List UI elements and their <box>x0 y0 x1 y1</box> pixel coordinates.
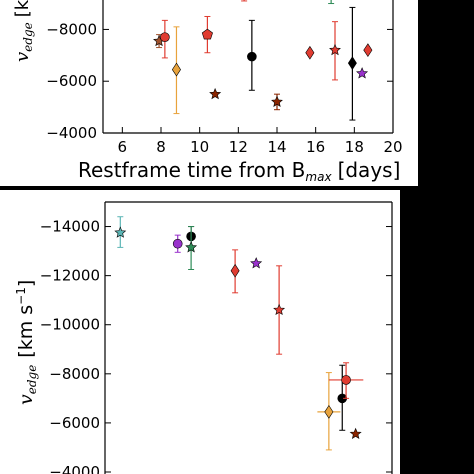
bottom-point-10 <box>349 427 362 440</box>
top-point-1 <box>160 32 170 42</box>
top-y-tick-label: −4000 <box>46 124 97 142</box>
top-x-tick-label: 10 <box>190 138 209 156</box>
top-point-10 <box>329 43 341 56</box>
top-point-12 <box>356 67 369 79</box>
top-x-tick-label: 12 <box>229 138 248 156</box>
bottom-y-axis-label: vedge[km s−1] <box>14 280 39 405</box>
top-x-tick-label: 14 <box>267 138 286 156</box>
bottom-chart-panel: −14000 −12000 −10000 −8000 −6000 −4000 vedge[k… <box>0 190 400 474</box>
bottom-point-5 <box>250 257 263 269</box>
bottom-point-7 <box>324 404 334 419</box>
black-region <box>418 118 474 186</box>
top-point-3 <box>201 28 213 40</box>
top-x-axis-label: Restframe time from Bmax [days] <box>78 158 400 184</box>
bottom-point-1 <box>172 238 183 249</box>
top-x-tick-label: 20 <box>383 138 402 156</box>
bottom-point-3 <box>185 241 198 253</box>
bottom-y-tick-label: −4000 <box>49 463 100 474</box>
bottom-y-tick-label: −10000 <box>40 316 100 334</box>
bottom-velocity-chart: −14000 −12000 −10000 −8000 −6000 −4000 vedge[k… <box>14 201 393 474</box>
top-point-11 <box>347 56 357 70</box>
top-point-2 <box>171 62 181 77</box>
bottom-y-tick-label: −6000 <box>49 414 100 432</box>
bottom-y-tick-label: −8000 <box>49 365 100 383</box>
top-x-tick-label: 16 <box>306 138 325 156</box>
bottom-y-tick-label: −14000 <box>40 218 100 236</box>
top-velocity-chart: 6 8 10 12 14 16 18 20 −8000 −6000 −4000 Restframe t… <box>12 0 403 184</box>
bottom-points <box>114 216 364 451</box>
top-y-tick-label: −8000 <box>46 20 97 38</box>
top-x-tick-label: 8 <box>156 138 166 156</box>
top-point-4 <box>209 87 222 100</box>
bottom-point-6 <box>273 303 286 316</box>
top-point-13 <box>363 43 373 58</box>
top-x-tick-label: 6 <box>118 138 128 156</box>
bottom-point-4 <box>230 263 240 278</box>
top-chart-panel: 6 8 10 12 14 16 18 20 −8000 −6000 −4000 Restframe t… <box>0 0 418 186</box>
top-points <box>153 0 373 121</box>
bottom-point-9 <box>341 375 351 385</box>
top-y-tick-label: −6000 <box>46 72 97 90</box>
top-point-6 <box>247 51 257 62</box>
bottom-y-tick-label: −12000 <box>40 267 100 285</box>
bottom-point-0 <box>114 226 127 238</box>
top-y-axis-label: vedge[k <box>12 0 35 62</box>
top-x-tick-label: 18 <box>345 138 364 156</box>
top-point-8 <box>305 45 315 60</box>
top-point-7 <box>271 95 283 108</box>
